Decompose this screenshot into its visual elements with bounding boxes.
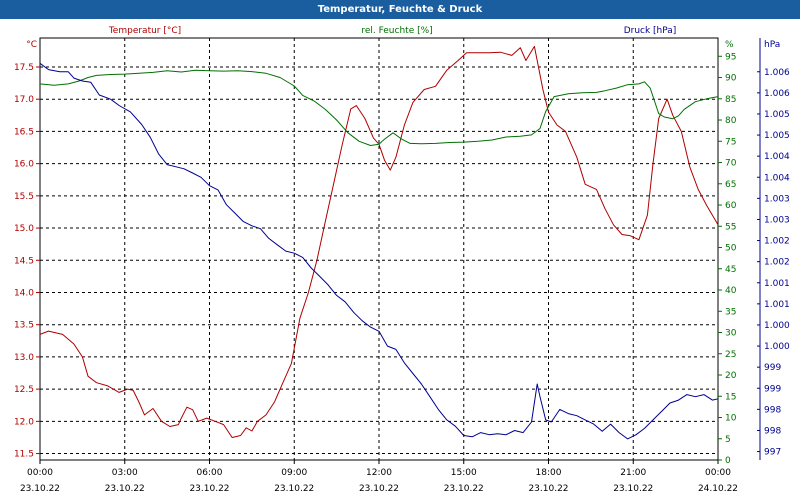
temperature-tick-label: 13.5	[14, 321, 34, 331]
axis-labels: 00:00 23.10.22 03:00 23.10.22 06:00 23.10.22 0…	[14, 26, 790, 494]
humidity-tick-label: 35	[725, 307, 736, 317]
legend-pressure: Druck [hPa]	[624, 26, 677, 36]
temperature-unit: °C	[26, 40, 37, 50]
pressure-tick-label: 998	[764, 405, 781, 415]
pressure-tick-label: 1.001	[764, 279, 790, 289]
x-tick-date: 23.10.22	[274, 484, 314, 494]
x-tick-time: 00:00	[27, 468, 53, 478]
pressure-tick-label: 998	[764, 426, 781, 436]
humidity-tick-label: 25	[725, 350, 736, 360]
humidity-tick-label: 15	[725, 392, 736, 402]
x-tick-date: 23.10.22	[359, 484, 399, 494]
pressure-tick-label: 1.006	[764, 68, 790, 78]
x-tick-time: 21:00	[620, 468, 646, 478]
pressure-tick-label: 1.002	[764, 258, 790, 268]
pressure-tick-label: 999	[764, 363, 781, 373]
x-tick-date: 23.10.22	[528, 484, 568, 494]
pressure-tick-label: 1.003	[764, 194, 790, 204]
humidity-tick-label: 95	[725, 52, 736, 62]
humidity-tick-label: 75	[725, 137, 736, 147]
x-tick-time: 03:00	[112, 468, 138, 478]
x-tick-date: 23.10.22	[20, 484, 60, 494]
humidity-tick-label: 85	[725, 95, 736, 105]
line-chart: 00:00 23.10.22 03:00 23.10.22 06:00 23.10.22 0…	[14, 26, 790, 494]
temperature-tick-label: 12.0	[14, 417, 34, 427]
pressure-tick-label: 1.003	[764, 215, 790, 225]
temperature-tick-label: 16.5	[14, 127, 34, 137]
temperature-series-line	[39, 45, 719, 438]
temperature-tick-label: 11.5	[14, 450, 34, 460]
plot-series	[39, 45, 719, 440]
pressure-tick-label: 1.005	[764, 110, 790, 120]
humidity-tick-label: 70	[725, 159, 737, 169]
pressure-tick-label: 1.004	[764, 152, 790, 162]
x-tick-date: 23.10.22	[105, 484, 145, 494]
humidity-tick-label: 55	[725, 222, 736, 232]
x-tick-time: 18:00	[536, 468, 562, 478]
humidity-tick-label: 40	[725, 286, 737, 296]
temperature-tick-label: 15.0	[14, 224, 34, 234]
humidity-tick-label: 10	[725, 414, 737, 424]
x-tick-time: 12:00	[366, 468, 392, 478]
legend-humidity: rel. Feuchte [%]	[361, 26, 432, 36]
humidity-tick-label: 65	[725, 180, 736, 190]
pressure-tick-label: 1.006	[764, 89, 790, 99]
humidity-tick-label: 50	[725, 244, 737, 254]
temperature-tick-label: 12.5	[14, 385, 34, 395]
x-tick-date: 24.10.22	[698, 484, 738, 494]
pressure-series-line	[39, 62, 719, 440]
x-tick-date: 23.10.22	[613, 484, 653, 494]
humidity-series-line	[39, 69, 719, 146]
humidity-tick-label: 80	[725, 116, 737, 126]
pressure-tick-label: 1.002	[764, 237, 790, 247]
window-title: Temperatur, Feuchte & Druck	[0, 0, 800, 19]
x-tick-time: 09:00	[281, 468, 307, 478]
humidity-tick-label: 20	[725, 371, 737, 381]
x-tick-date: 23.10.22	[189, 484, 229, 494]
humidity-tick-label: 45	[725, 265, 736, 275]
pressure-tick-label: 1.000	[764, 342, 790, 352]
temperature-tick-label: 17.5	[14, 63, 34, 73]
temperature-tick-label: 16.0	[14, 160, 34, 170]
temperature-tick-label: 17.0	[14, 95, 34, 105]
humidity-unit: %	[725, 40, 734, 50]
x-tick-time: 15:00	[451, 468, 477, 478]
temperature-tick-label: 15.5	[14, 192, 34, 202]
pressure-tick-label: 999	[764, 384, 781, 394]
x-tick-date: 23.10.22	[444, 484, 484, 494]
pressure-tick-label: 1.005	[764, 131, 790, 141]
humidity-tick-label: 60	[725, 201, 737, 211]
pressure-tick-label: 1.004	[764, 173, 790, 183]
humidity-tick-label: 30	[725, 329, 737, 339]
pressure-tick-label: 1.000	[764, 321, 790, 331]
pressure-tick-label: 997	[764, 448, 781, 458]
humidity-tick-label: 90	[725, 74, 737, 84]
temperature-tick-label: 14.0	[14, 288, 34, 298]
x-tick-time: 06:00	[197, 468, 223, 478]
legend-temperature: Temperatur [°C]	[108, 26, 181, 36]
pressure-unit: hPa	[764, 40, 780, 50]
plot-grid	[40, 38, 718, 460]
temperature-tick-label: 14.5	[14, 256, 34, 266]
humidity-tick-label: 0	[725, 456, 731, 466]
humidity-tick-label: 5	[725, 435, 731, 445]
pressure-tick-label: 1.001	[764, 300, 790, 310]
temperature-tick-label: 13.0	[14, 353, 34, 363]
x-tick-time: 00:00	[705, 468, 731, 478]
